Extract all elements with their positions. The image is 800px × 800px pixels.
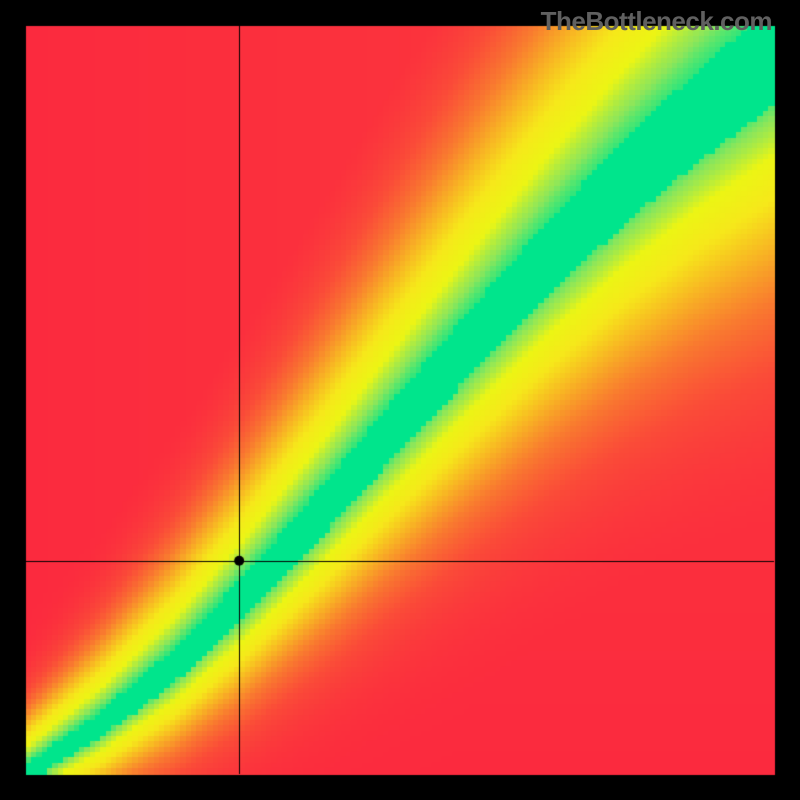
watermark-text: TheBottleneck.com bbox=[541, 6, 772, 37]
chart-container: TheBottleneck.com bbox=[0, 0, 800, 800]
bottleneck-heatmap bbox=[0, 0, 800, 800]
